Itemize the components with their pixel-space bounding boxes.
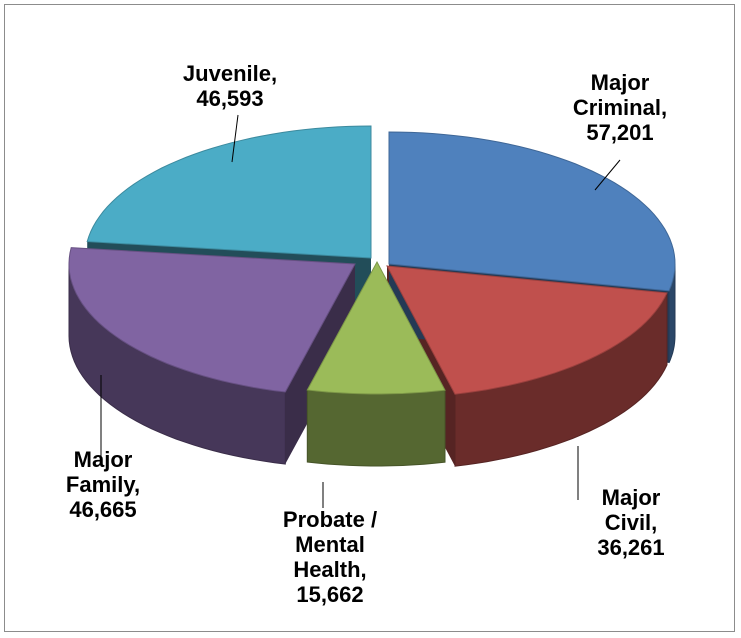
label-probate-value: 15,662	[296, 582, 364, 607]
label-major-family-value: 46,665	[69, 497, 137, 522]
leader-line-juvenile	[231, 114, 239, 163]
label-probate-line3: Health,	[293, 557, 367, 582]
label-probate-mental-health: Probate / Mental Health, 15,662	[260, 507, 400, 607]
label-major-criminal-value: 57,201	[586, 120, 654, 145]
label-major-family-line1: Major	[73, 447, 133, 472]
label-major-civil-value: 36,261	[597, 535, 665, 560]
label-major-family-line2: Family,	[65, 472, 141, 497]
label-major-civil-line1: Major	[601, 485, 661, 510]
pie-slice-major-civil	[386, 265, 668, 395]
label-major-civil: Major Civil, 36,261	[576, 485, 686, 560]
label-juvenile: Juvenile, 46,593	[160, 61, 300, 111]
pie-side-probate-mental-health	[306, 389, 446, 467]
pie-tops	[68, 125, 676, 395]
label-probate-line1: Probate /	[282, 507, 378, 532]
label-probate-line2: Mental	[295, 532, 365, 557]
pie-slice-major-criminal	[388, 131, 676, 292]
label-juvenile-line1: Juvenile,	[182, 61, 278, 86]
pie-slice-major-family	[68, 247, 356, 393]
pie-wall-major-family-0	[285, 264, 355, 465]
leader-line-major-criminal	[594, 159, 621, 191]
label-juvenile-value: 46,593	[196, 86, 264, 111]
label-major-civil-line2: Civil,	[604, 510, 658, 535]
label-leader-lines	[100, 114, 621, 508]
label-major-criminal-line1: Major	[590, 70, 650, 95]
label-major-criminal: Major Criminal, 57,201	[555, 70, 685, 145]
label-major-criminal-line2: Criminal,	[572, 95, 668, 120]
pie-slice-probate-mental-health	[306, 260, 446, 395]
label-major-family: Major Family, 46,665	[38, 447, 168, 522]
pie-slice-juvenile	[86, 125, 372, 259]
